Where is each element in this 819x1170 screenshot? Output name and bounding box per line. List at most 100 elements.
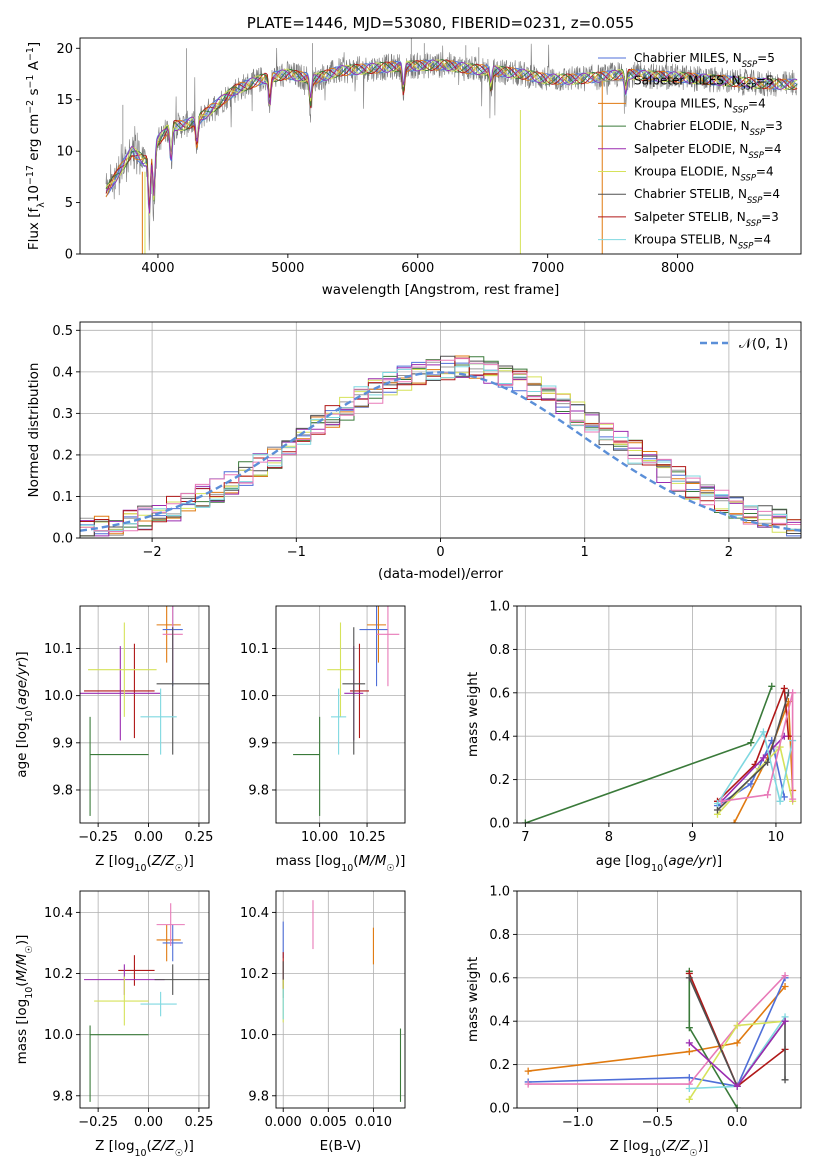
- x-tick-label: 10: [768, 830, 785, 845]
- model-line-chabrier-elodie: [105, 59, 798, 213]
- y-tick-label: 0.8: [489, 643, 510, 658]
- y-tick-label: 0.4: [489, 1015, 510, 1030]
- plus-marker: [685, 1039, 693, 1047]
- plus-marker: [713, 799, 721, 807]
- x-tick-label: 2: [725, 545, 733, 560]
- y-tick-label: 10.0: [44, 689, 73, 704]
- y-tick-label: 0.5: [52, 324, 73, 339]
- y-tick-label: 0.4: [489, 730, 510, 745]
- x-tick-label: 0.010: [355, 1115, 392, 1130]
- y-tick-label: 0.4: [52, 365, 73, 380]
- mass-weight-line: [525, 686, 773, 823]
- y-axis-label: mass weight: [465, 672, 481, 757]
- y-tick-label: 9.8: [248, 783, 269, 798]
- plus-marker: [764, 791, 772, 799]
- plus-marker: [781, 972, 789, 980]
- y-tick-label: 1.0: [489, 885, 510, 900]
- axes-frame: [516, 890, 802, 1109]
- y-tick-label: 15: [56, 93, 73, 108]
- legend-label: Chabrier MILES, NSSP=5: [634, 51, 775, 69]
- plus-marker: [789, 689, 797, 697]
- y-tick-label: 10.2: [240, 967, 269, 982]
- x-tick-label: −1.0: [562, 1115, 594, 1130]
- x-tick-label: 5000: [271, 261, 304, 276]
- plus-marker: [733, 1022, 741, 1030]
- y-tick-label: 5: [65, 196, 73, 211]
- x-axis-label: Z [log10(Z/Z☉)]: [95, 853, 194, 874]
- plus-marker: [718, 797, 726, 805]
- x-tick-label: 6000: [401, 261, 434, 276]
- panel-spectrum: 4000 5000 6000 7000 8000 0 5 10 15 20 PLATE=1446, …: [25, 14, 802, 298]
- legend-label: Salpeter MILES, NSSP=5: [634, 74, 774, 92]
- panel-residuals: −2 −1 0 1 2 0.0 0.1 0.2 0.3 0.4 0.5 (data-model)/er…: [26, 321, 802, 582]
- x-tick-label: 0: [436, 545, 444, 560]
- panel-mass_vs_Z: −0.25 0.00 0.25 9.8 10.0 10.2 10.4 Z [log10(Z/Z…: [14, 890, 213, 1159]
- x-axis-label: age [log10(age/yr)]: [596, 853, 722, 874]
- y-tick-label: 10.1: [240, 642, 269, 657]
- axes-frame: [275, 605, 406, 824]
- axes-frame: [275, 890, 406, 1109]
- plus-marker: [685, 1095, 693, 1103]
- y-tick-label: 20: [56, 42, 73, 57]
- y-tick-label: 10.0: [240, 689, 269, 704]
- model-line-salpeter-stelib: [105, 59, 798, 208]
- legend-label: Kroupa STELIB, NSSP=4: [634, 233, 771, 251]
- x-axis-label: Z [log10(Z/Z☉)]: [610, 1138, 709, 1159]
- y-tick-label: 0.6: [489, 686, 510, 701]
- x-tick-label: 0.25: [184, 830, 213, 845]
- plus-marker: [776, 797, 784, 805]
- y-axis-label: age [log10(age/yr)]: [14, 651, 35, 777]
- y-axis-label: mass weight: [465, 957, 481, 1042]
- plus-marker: [781, 1017, 789, 1025]
- axes-frame: [79, 890, 210, 1109]
- y-axis-label: mass [log10(M/M☉)]: [14, 935, 35, 1065]
- panel-age_vs_Z: −0.25 0.00 0.25 9.8 9.9 10.0 10.1 Z [log10(Z/Z☉…: [14, 605, 213, 874]
- x-tick-label: 0.00: [134, 830, 163, 845]
- axes-frame: [79, 605, 210, 824]
- plus-marker: [759, 728, 767, 736]
- model-line-kroupa-miles: [105, 60, 798, 205]
- y-tick-label: 10.4: [240, 906, 269, 921]
- y-tick-label: 0.2: [489, 773, 510, 788]
- x-tick-label: 0.00: [134, 1115, 163, 1130]
- x-axis-label: E(B-V): [320, 1138, 362, 1154]
- legend-label: Kroupa ELODIE, NSSP=4: [634, 165, 774, 183]
- mass-weight-line: [528, 977, 786, 1088]
- legend-label: Kroupa MILES, NSSP=4: [634, 96, 766, 114]
- x-axis-label: (data-model)/error: [378, 566, 504, 582]
- y-tick-label: 0.0: [489, 817, 510, 832]
- plot-area: [105, 38, 798, 254]
- x-tick-label: 10.25: [348, 830, 385, 845]
- plus-marker: [747, 739, 755, 747]
- y-tick-label: 0: [65, 248, 73, 263]
- plus-marker: [524, 1080, 532, 1088]
- legend-label: Chabrier STELIB, NSSP=4: [634, 187, 780, 205]
- histogram-kroupa-stelib: [80, 363, 801, 532]
- model-line-salpeter-elodie: [105, 59, 798, 214]
- y-axis-label: Normed distribution: [26, 363, 42, 498]
- y-tick-label: 10.1: [44, 642, 73, 657]
- x-tick-label: 7000: [531, 261, 564, 276]
- y-tick-label: 0.2: [489, 1058, 510, 1073]
- y-tick-label: 9.9: [248, 736, 269, 751]
- mass-weight-line: [528, 975, 786, 1085]
- y-tick-label: 0.0: [489, 1102, 510, 1117]
- axes-frame: [79, 37, 802, 255]
- y-tick-label: 0.1: [52, 490, 73, 505]
- panel-massweight_vs_Z: −1.0 −0.5 0.0 0.0 0.2 0.4 0.6 0.8 1.0 Z [log10(Z/…: [465, 885, 802, 1159]
- mass-weight-line: [721, 692, 794, 803]
- x-tick-label: 0.005: [310, 1115, 347, 1130]
- plus-marker: [733, 1039, 741, 1047]
- x-tick-label: 0.000: [265, 1115, 302, 1130]
- y-tick-label: 9.8: [52, 1089, 73, 1104]
- panel-age_vs_mass: 10.00 10.25 9.8 9.9 10.0 10.1 mass [log10(M/M☉…: [240, 605, 406, 874]
- plus-marker: [685, 974, 693, 982]
- plus-marker: [685, 1084, 693, 1092]
- plot-area: [80, 355, 801, 537]
- y-tick-label: 10.0: [240, 1028, 269, 1043]
- plus-marker: [685, 1074, 693, 1082]
- y-tick-label: 10: [56, 145, 73, 160]
- y-tick-label: 0.0: [52, 532, 73, 547]
- x-tick-label: −1: [287, 545, 306, 560]
- mass-weight-line: [528, 985, 786, 1072]
